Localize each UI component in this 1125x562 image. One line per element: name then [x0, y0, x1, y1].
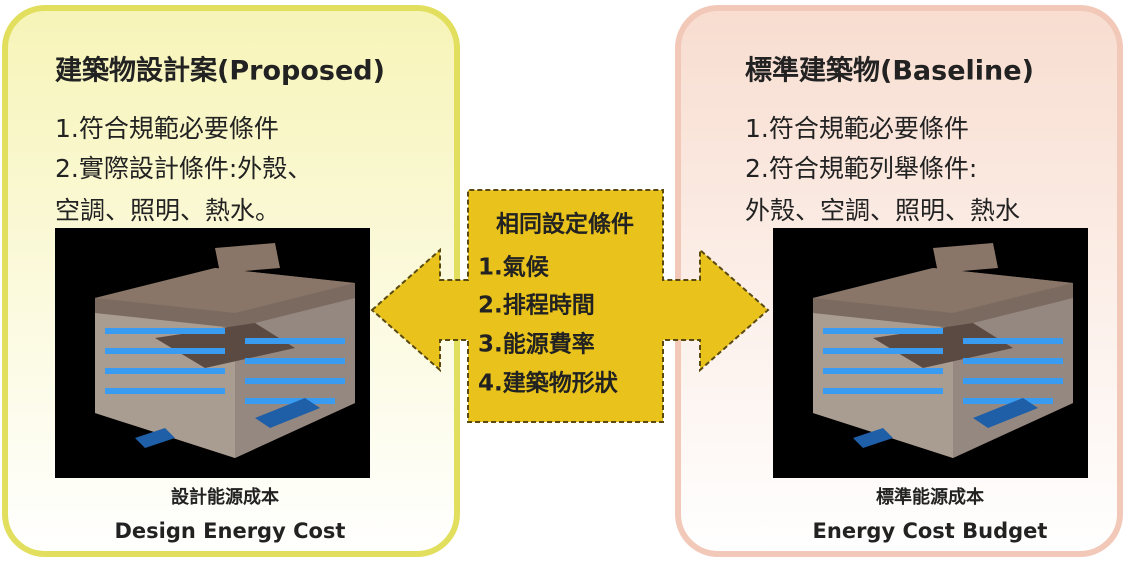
- caption-en: Energy Cost Budget: [813, 519, 1048, 543]
- center-item: 4.建築物形狀: [478, 370, 619, 397]
- panel-line: 2.符合規範列舉條件:: [745, 154, 977, 183]
- double-arrow: [370, 189, 770, 423]
- panel-title: 標準建築物(Baseline): [745, 55, 1034, 87]
- panel-line: 1.符合規範必要條件: [55, 114, 279, 143]
- building-image: [55, 228, 370, 478]
- panel-title: 建築物設計案(Proposed): [55, 55, 385, 87]
- center-item: 1.氣候: [478, 254, 550, 281]
- caption-zh: 標準能源成本: [876, 486, 984, 508]
- panel-line: 外殼、空調、照明、熱水: [745, 196, 1020, 225]
- panel-line: 空調、照明、熱水。: [55, 196, 280, 225]
- building-image: [773, 228, 1088, 478]
- caption-en: Design Energy Cost: [115, 519, 346, 543]
- panel-line: 2.實際設計條件:外殼、: [55, 154, 312, 183]
- center-item: 3.能源費率: [478, 331, 595, 358]
- panel-line: 1.符合規範必要條件: [745, 114, 969, 143]
- caption-zh: 設計能源成本: [171, 486, 279, 508]
- center-title: 相同設定條件: [496, 211, 634, 238]
- center-item: 2.排程時間: [478, 293, 595, 319]
